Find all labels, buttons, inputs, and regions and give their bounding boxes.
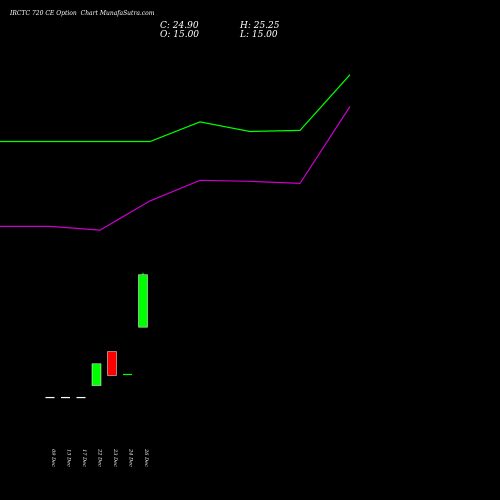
candle-body (76, 396, 86, 399)
high-value: H: 25.25 (239, 21, 280, 31)
candle-body (107, 351, 117, 376)
indicator-lines (0, 74, 351, 231)
x-tick-label: 24 Dec (128, 448, 134, 467)
candles (45, 272, 148, 399)
close-value: C: 24.90 (160, 21, 199, 31)
candle-body (45, 396, 55, 399)
candle-body (138, 274, 148, 328)
x-tick-label: 23 Dec (112, 448, 118, 467)
x-tick-label: 26 Dec (143, 448, 149, 467)
indicator-line-1 (0, 74, 351, 143)
x-tick-label: 17 Dec (81, 449, 87, 467)
indicator-line-2 (0, 106, 351, 231)
candle-body (123, 373, 132, 376)
x-tick-labels: 09 Dec 13 Dec 17 Dec 22 Dec 23 Dec 24 Dec 26 D… (50, 448, 149, 467)
x-tick-label: 13 Dec (66, 449, 72, 467)
low-value: L: 15.00 (239, 30, 278, 40)
candle-body (61, 396, 70, 399)
open-value: O: 15.00 (160, 30, 199, 40)
chart-title: IRCTC 720 CE Option Chart MunafaSutra.co… (9, 10, 155, 17)
x-tick-label: 22 Dec (97, 448, 103, 467)
x-tick-label: 09 Dec (50, 449, 56, 467)
candle-body (91, 363, 102, 386)
